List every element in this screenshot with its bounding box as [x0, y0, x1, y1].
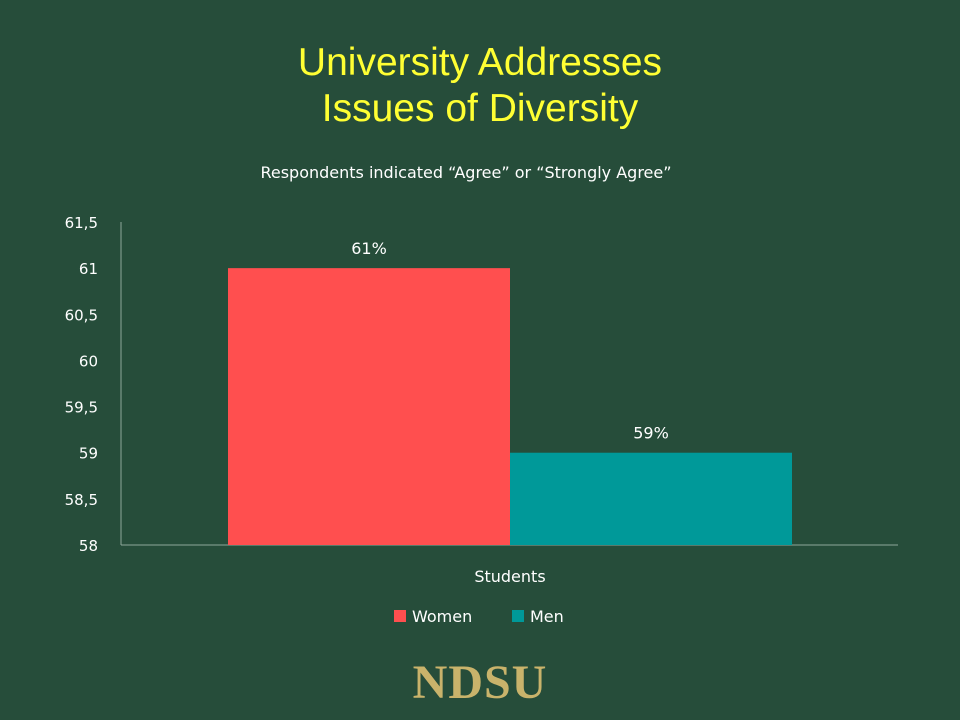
- y-tick-label: 59,5: [65, 399, 98, 417]
- y-tick-label: 58: [79, 537, 98, 555]
- title-line-2: Issues of Diversity: [321, 87, 639, 130]
- bar-chart: Respondents indicated “Agree” or “Strong…: [65, 163, 898, 626]
- bar-men: [510, 452, 792, 545]
- title-line-1: University Addresses: [297, 41, 663, 84]
- legend-swatch-women: [394, 610, 406, 622]
- y-tick-label: 61: [79, 260, 98, 278]
- data-label-women: 61%: [351, 239, 387, 258]
- legend: Women Men: [394, 607, 564, 626]
- y-tick-label: 60: [79, 352, 98, 370]
- slide-title: University Addresses Issues of Diversity: [0, 40, 960, 132]
- y-tick-label: 59: [79, 445, 98, 463]
- ndsu-logo: NDSU: [412, 656, 548, 709]
- legend-label-women: Women: [412, 607, 472, 626]
- y-tick-label: 58,5: [65, 491, 98, 509]
- x-category-label: Students: [474, 567, 545, 586]
- legend-swatch-men: [512, 610, 524, 622]
- data-labels: 61% 59%: [351, 239, 669, 443]
- y-tick-labels: 58 58,5 59 59,5 60 60,5 61 61,5: [65, 214, 98, 555]
- chart-title: Respondents indicated “Agree” or “Strong…: [260, 163, 671, 182]
- y-tick-label: 60,5: [65, 306, 98, 324]
- bars: [228, 268, 792, 545]
- data-label-men: 59%: [633, 424, 669, 443]
- legend-label-men: Men: [530, 607, 564, 626]
- y-tick-label: 61,5: [65, 214, 98, 232]
- bar-women: [228, 268, 510, 545]
